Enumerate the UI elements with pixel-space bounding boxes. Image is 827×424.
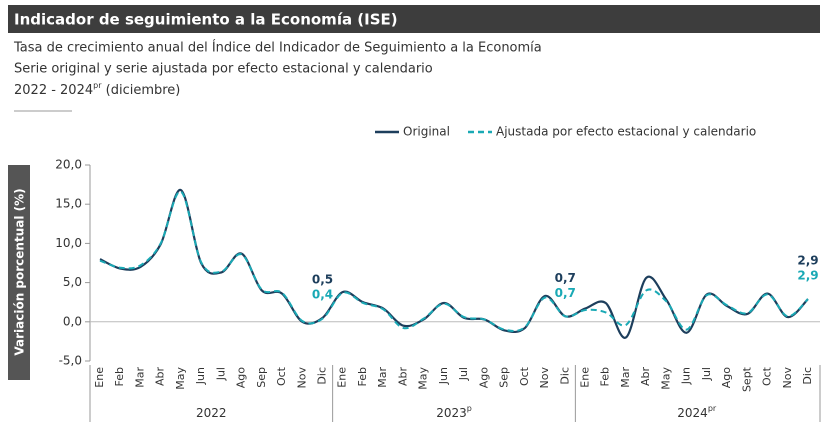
x-tick-label: Abr bbox=[639, 367, 652, 387]
x-tick-label: Dic bbox=[316, 367, 329, 385]
x-tick-label: Nov bbox=[781, 367, 794, 389]
data-label: 0,7 bbox=[555, 271, 576, 285]
x-tick-label: Ene bbox=[578, 367, 591, 388]
x-tick-label: Nov bbox=[538, 367, 551, 389]
chart-title: Indicador de seguimiento a la Economía (… bbox=[14, 11, 398, 29]
series-line bbox=[99, 188, 809, 339]
x-tick-label: Oct bbox=[761, 366, 774, 386]
y-tick-label: 0,0 bbox=[63, 314, 82, 328]
x-tick-label: Dic bbox=[801, 367, 814, 385]
subtitle: Tasa de crecimiento anual del Índice del… bbox=[13, 40, 542, 56]
year-label: 2023p bbox=[436, 404, 472, 420]
x-tick-label: Jun bbox=[680, 367, 693, 385]
year-label: 2022 bbox=[196, 406, 227, 420]
x-tick-label: Dic bbox=[558, 367, 571, 385]
y-axis-label: Variación porcentual (%) bbox=[13, 188, 27, 355]
y-label-box bbox=[8, 165, 30, 380]
year-sup: pr bbox=[708, 404, 717, 413]
year-label: 2024pr bbox=[677, 404, 717, 420]
x-tick-label: Sep bbox=[498, 367, 511, 388]
x-tick-label: May bbox=[659, 367, 672, 390]
x-tick-label: Ago bbox=[720, 367, 733, 389]
y-tick-label: 10,0 bbox=[55, 236, 82, 250]
y-tick-label: 5,0 bbox=[63, 275, 82, 289]
x-tick-label: Mar bbox=[376, 367, 389, 388]
x-tick-label: Feb bbox=[113, 367, 126, 386]
data-label: 0,4 bbox=[312, 287, 333, 301]
data-label: 2,9 bbox=[797, 254, 818, 268]
x-tick-label: Feb bbox=[599, 367, 612, 386]
x-tick-label: May bbox=[174, 367, 187, 390]
y-tick-label: -5,0 bbox=[59, 354, 82, 368]
x-tick-label: Sep bbox=[255, 367, 268, 388]
x-tick-label: Oct bbox=[275, 366, 288, 386]
year-text: 2024 bbox=[677, 406, 708, 420]
x-tick-label: Jul bbox=[700, 367, 713, 381]
x-tick-label: Mar bbox=[619, 367, 632, 388]
x-tick-label: Oct bbox=[518, 366, 531, 386]
x-tick-label: Abr bbox=[396, 367, 409, 387]
data-label: 0,7 bbox=[555, 286, 576, 300]
x-tick-label: Abr bbox=[154, 367, 167, 387]
year-text: 2022 bbox=[196, 406, 227, 420]
title-bar bbox=[8, 5, 820, 33]
x-tick-label: Ene bbox=[93, 367, 106, 388]
x-tick-label: Jul bbox=[457, 367, 470, 381]
period-text: 2022 - 2024 bbox=[14, 83, 93, 98]
y-tick-label: 15,0 bbox=[55, 197, 82, 211]
x-tick-label: Jun bbox=[194, 367, 207, 385]
series-line bbox=[99, 190, 809, 332]
legend-label: Ajustada por efecto estacional y calenda… bbox=[496, 125, 756, 139]
x-tick-label: Feb bbox=[356, 367, 369, 386]
year-text: 2023 bbox=[436, 406, 467, 420]
x-tick-label: Ago bbox=[235, 367, 248, 389]
period-tail: (diciembre) bbox=[102, 83, 181, 98]
period-sup: pr bbox=[93, 81, 102, 90]
x-tick-label: May bbox=[417, 367, 430, 390]
x-tick-label: Mar bbox=[133, 367, 146, 388]
period: 2022 - 2024pr (diciembre) bbox=[14, 81, 180, 98]
x-tick-label: Jun bbox=[437, 367, 450, 385]
year-sup: p bbox=[467, 404, 472, 413]
data-label: 2,9 bbox=[797, 269, 818, 283]
x-tick-label: Ene bbox=[336, 367, 349, 388]
subtitle: Serie original y serie ajustada por efec… bbox=[14, 62, 433, 77]
x-tick-label: Nov bbox=[295, 367, 308, 389]
y-tick-label: 20,0 bbox=[55, 158, 82, 172]
x-tick-label: Ago bbox=[477, 367, 490, 389]
legend-label: Original bbox=[403, 125, 450, 139]
x-tick-label: Sept bbox=[740, 366, 753, 392]
data-label: 0,5 bbox=[312, 272, 333, 286]
x-tick-label: Jul bbox=[214, 367, 227, 381]
